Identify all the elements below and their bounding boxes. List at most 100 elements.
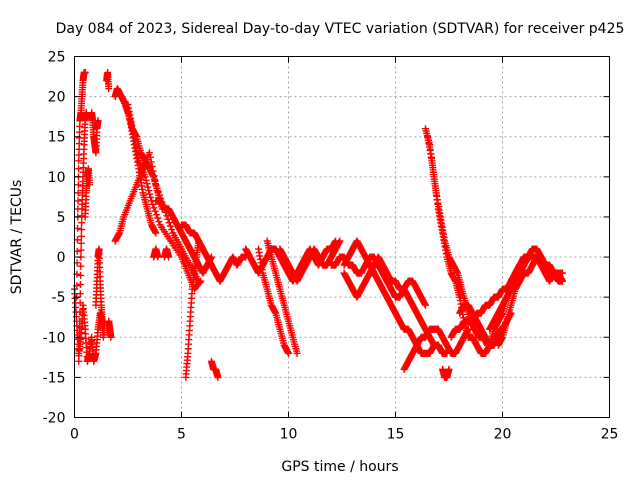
x-tick-label: 25 [601,427,619,443]
grid-layer [74,56,610,418]
series-sat-s [242,237,340,285]
y-tick-label: 0 [57,250,66,266]
data-point [105,85,113,93]
data-point [85,181,93,189]
data-point [165,219,173,227]
data-point [81,69,89,77]
series-sat-x [340,237,447,357]
data-point [154,214,162,222]
series-sat-t [255,245,292,357]
data-point [76,308,84,316]
plot-frame [74,56,610,418]
series-sat-ai [516,245,566,285]
data-point [152,211,160,219]
data-point [154,253,162,261]
data-point [141,173,149,181]
data-point [149,200,157,208]
series-sat-v [276,237,344,285]
data-point [94,117,102,125]
data-point [146,153,154,161]
data-point [166,222,174,230]
data-point [76,299,84,307]
data-point [445,365,453,373]
data-point [77,232,85,240]
data-point [145,187,153,195]
series-sat-e [88,109,102,157]
series-sat-z [400,325,472,373]
data-point [195,277,203,285]
data-point [145,149,153,157]
series-sat-y [340,253,451,357]
data-point [336,237,344,245]
y-axis-label: SDTVAR / TECUs [9,180,25,295]
series-sat-u [263,237,301,357]
data-point [285,349,292,357]
data-point [76,317,84,325]
data-point [165,253,173,261]
data-point [76,290,84,298]
data-point [144,183,152,191]
x-tick-label: 15 [387,427,405,443]
data-point [421,301,429,309]
x-axis-label: GPS time / hours [281,459,398,475]
data-point [214,373,222,381]
y-tick-label: 20 [48,90,66,106]
series-sat-d [81,165,93,221]
series-sat-q [150,245,162,261]
y-tick-label: -20 [43,411,66,427]
data-point [151,207,159,215]
y-tick-label: 25 [48,50,66,66]
series-sat-ac [439,365,453,381]
data-point [142,176,150,184]
data-point [293,349,301,357]
data-point [107,333,115,341]
data-point [77,262,85,270]
data-point [74,181,82,189]
data-point [147,193,155,201]
data-point [74,197,82,205]
data-point [195,237,203,245]
data-point [168,226,176,234]
data-point [74,224,82,232]
data-point [75,165,83,173]
data-point [74,189,82,197]
data-point [496,325,504,333]
series-sat-r [160,245,173,261]
x-tick-label: 20 [494,427,512,443]
series-sat-i [111,85,205,293]
series-sat-p [207,357,222,381]
data-point [155,218,163,226]
data-point [73,236,81,244]
data-point [77,239,85,247]
data-point [150,204,158,212]
data-point [558,277,566,285]
y-tick-label: 10 [48,170,66,186]
series-sat-c [75,109,90,365]
x-tick-label: 5 [177,427,186,443]
y-tick-label: -10 [43,330,66,346]
x-tick-label: 10 [280,427,298,443]
data-point [78,219,86,227]
data-point [78,212,86,220]
data-point [76,281,84,289]
y-tick-label: -5 [52,290,66,306]
y-tick-label: 15 [48,130,66,146]
data-point [77,246,85,254]
data-point [77,271,85,279]
data-point [164,215,172,223]
series-sat-h [105,317,115,341]
data-point [146,190,154,198]
axes-layer: 0 5 10 15 20 25 -20 -15 -10 -5 0 5 10 15 20 25 [43,50,619,443]
y-tick-label: 5 [57,210,66,226]
data-point [78,226,86,234]
series-sat-o [182,237,203,381]
series-sat-b [73,69,89,301]
series-sat-f [92,245,108,341]
data-point [152,229,160,237]
data-point [143,180,151,188]
data-points [71,69,566,381]
chart-title: Day 084 of 2023, Sidereal Day-to-day VTE… [56,21,625,37]
series-sat-g [103,69,113,93]
x-tick-label: 0 [70,427,79,443]
